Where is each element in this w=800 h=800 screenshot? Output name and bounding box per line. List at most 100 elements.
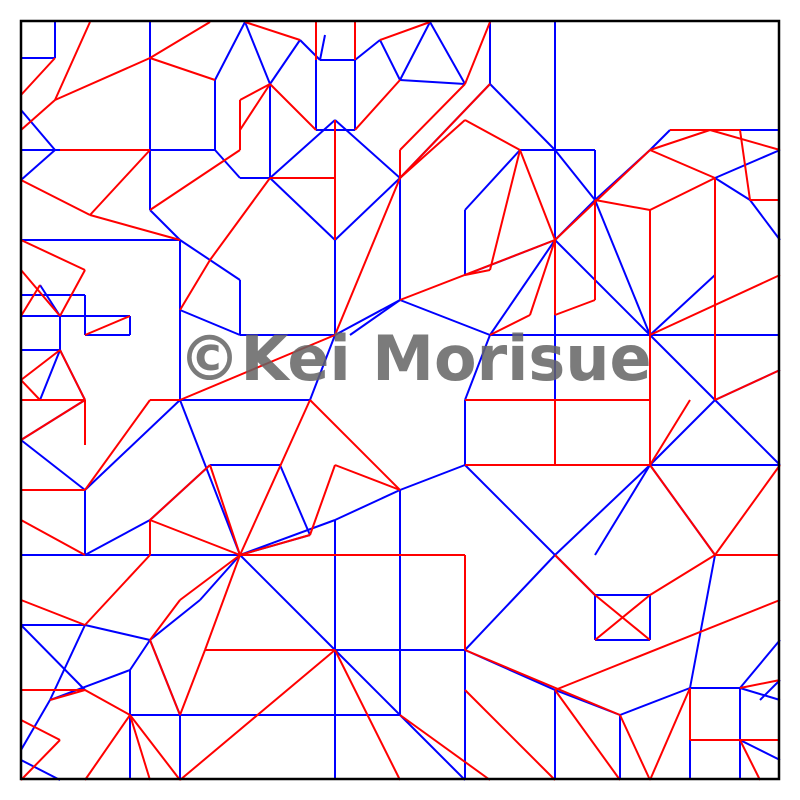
- valley-fold-line: [214, 21, 246, 81]
- valley-fold-line: [399, 299, 491, 336]
- valley-fold-line: [489, 239, 556, 336]
- valley-fold-line: [199, 554, 241, 601]
- watermark-text: ©Kei Morisue: [178, 322, 652, 395]
- valley-fold-line: [269, 39, 301, 85]
- mountain-fold-line: [489, 314, 531, 336]
- valley-fold-line: [649, 129, 671, 151]
- valley-fold-line: [84, 624, 151, 641]
- valley-fold-line: [714, 149, 781, 179]
- mountain-fold-line: [49, 689, 86, 701]
- valley-fold-line: [239, 554, 336, 651]
- mountain-fold-line: [54, 57, 151, 101]
- valley-fold-line: [334, 489, 401, 521]
- valley-fold-line: [49, 624, 86, 701]
- valley-fold-line: [739, 687, 781, 701]
- mountain-fold-line: [354, 79, 401, 131]
- valley-fold-line: [399, 79, 466, 85]
- valley-fold-line: [20, 439, 86, 491]
- mountain-fold-line: [20, 599, 86, 626]
- mountain-fold-line: [464, 269, 491, 276]
- valley-fold-line: [334, 177, 401, 241]
- valley-fold-line: [269, 119, 336, 179]
- mountain-folds: [20, 21, 781, 781]
- valley-fold-line: [239, 519, 336, 556]
- valley-fold-line: [214, 149, 241, 179]
- valley-fold-line: [84, 519, 151, 556]
- mountain-fold-line: [239, 399, 311, 556]
- valley-fold-line: [334, 299, 401, 336]
- mountain-fold-line: [209, 177, 271, 261]
- mountain-fold-line: [179, 334, 336, 401]
- mountain-fold-line: [619, 714, 651, 781]
- paper-border: [19, 19, 781, 781]
- mountain-fold-line: [649, 464, 716, 556]
- mountain-fold-line: [489, 149, 521, 271]
- valley-fold-line: [399, 464, 466, 491]
- valley-fold-line: [554, 239, 651, 336]
- valley-fold-line: [749, 199, 781, 241]
- mountain-fold-line: [464, 21, 491, 85]
- mountain-fold-line: [334, 649, 401, 781]
- mountain-fold-line: [399, 83, 491, 179]
- mountain-fold-line: [309, 399, 401, 491]
- mountain-fold-line: [179, 649, 206, 716]
- mountain-fold-line: [20, 379, 41, 401]
- mountain-fold-line: [149, 57, 216, 81]
- mountain-fold-line: [149, 21, 211, 59]
- valley-fold-line: [464, 149, 521, 211]
- mountain-fold-line: [84, 554, 151, 626]
- valley-fold-line: [594, 199, 651, 336]
- mountain-fold-line: [209, 464, 241, 556]
- mountain-fold-line: [149, 149, 241, 211]
- valley-fold-line: [309, 334, 336, 401]
- valley-fold-line: [279, 464, 311, 536]
- valley-fold-line: [20, 149, 56, 181]
- mountain-fold-line: [89, 149, 151, 216]
- valley-fold-line: [179, 399, 241, 556]
- mountain-fold-line: [84, 315, 131, 336]
- mountain-fold-line: [554, 299, 596, 316]
- valley-fold-line: [649, 274, 716, 336]
- mountain-fold-line: [149, 599, 181, 641]
- mountain-fold-line: [649, 554, 716, 596]
- mountain-fold-line: [239, 83, 271, 101]
- mountain-fold-line: [20, 99, 56, 131]
- valley-fold-line: [619, 687, 691, 716]
- valley-fold-line: [464, 464, 556, 556]
- valley-fold-line: [379, 39, 401, 81]
- mountain-fold-line: [20, 269, 61, 317]
- valley-fold-line: [269, 177, 336, 241]
- valley-fold-line: [39, 349, 61, 401]
- valley-fold-line: [354, 39, 381, 61]
- mountain-fold-line: [399, 119, 466, 179]
- mountain-fold-line: [554, 149, 651, 241]
- valley-fold-line: [554, 464, 651, 556]
- mountain-fold-line: [149, 519, 241, 556]
- mountain-fold-line: [269, 83, 317, 131]
- mountain-fold-line: [179, 649, 336, 781]
- mountain-fold-line: [84, 399, 151, 491]
- mountain-fold-line: [84, 689, 131, 716]
- valley-fold-line: [464, 334, 491, 401]
- mountain-fold-line: [59, 269, 86, 317]
- mountain-fold-line: [149, 639, 181, 716]
- mountain-fold-line: [379, 21, 431, 41]
- valley-folds: [20, 21, 781, 781]
- mountain-fold-line: [649, 399, 691, 466]
- valley-fold-line: [20, 624, 86, 691]
- valley-fold-line: [129, 639, 151, 671]
- valley-fold-line: [739, 639, 781, 689]
- mountain-fold-line: [554, 554, 596, 596]
- mountain-fold-line: [334, 464, 401, 491]
- valley-fold-line: [334, 119, 401, 179]
- mountain-fold-line: [179, 259, 211, 311]
- mountain-fold-line: [399, 83, 466, 151]
- mountain-fold-line: [739, 129, 751, 201]
- mountain-fold-line: [309, 464, 336, 536]
- mountain-fold-line: [54, 21, 91, 101]
- mountain-fold-line: [554, 599, 781, 691]
- mountain-fold-line: [399, 714, 491, 781]
- valley-fold-line: [649, 399, 716, 466]
- valley-fold-line: [49, 669, 131, 701]
